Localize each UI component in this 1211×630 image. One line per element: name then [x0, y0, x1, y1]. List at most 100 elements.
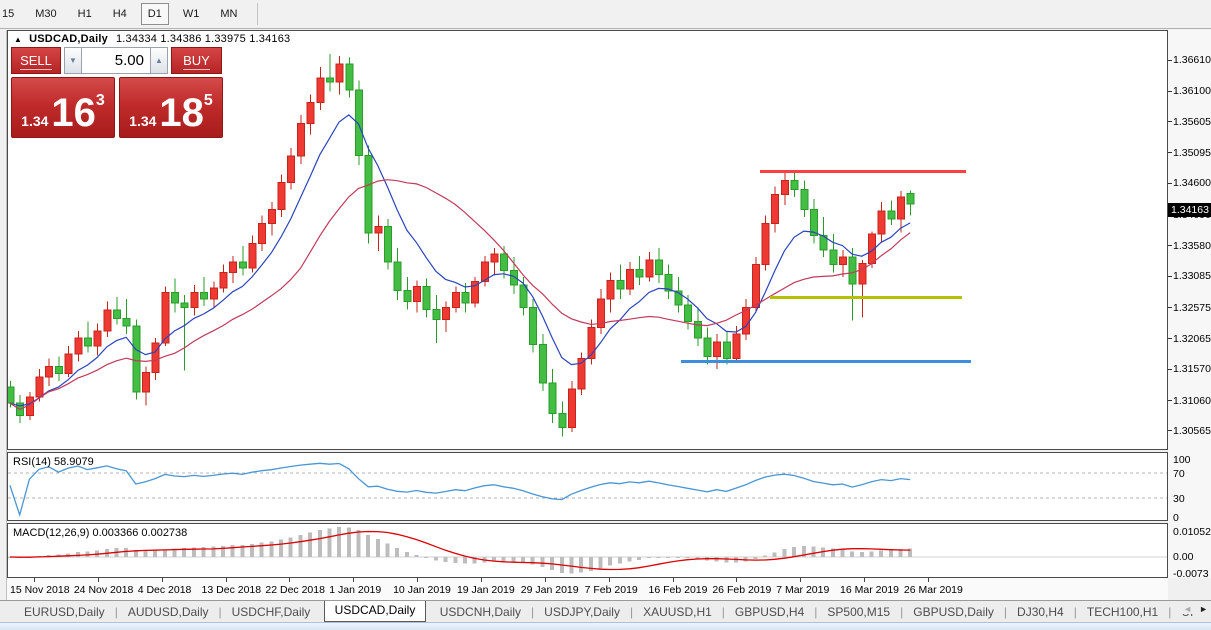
ask-prefix: 1.34	[129, 113, 157, 129]
macd-scale-label: 0.010525	[1173, 526, 1211, 538]
chart-tabs-bar: EURUSD,Daily | AUDUSD,Daily | USDCHF,Daily U…	[0, 600, 1211, 622]
date-label: 22 Dec 2018	[265, 584, 325, 596]
price-axis-label: 1.36100	[1173, 85, 1211, 98]
price-tick	[1168, 59, 1172, 61]
price-axis: 1.366101.361001.356051.350951.346001.340…	[1168, 30, 1211, 580]
date-tick	[736, 578, 738, 582]
candlestick-chart[interactable]	[8, 31, 1167, 449]
macd-chart[interactable]	[8, 524, 1167, 577]
timeframe-button-m30[interactable]: M30	[35, 8, 57, 20]
date-label: 16 Feb 2019	[648, 584, 708, 596]
tab-eurusd[interactable]: EURUSD,Daily	[24, 604, 105, 619]
tab-dj30[interactable]: DJ30,H4	[1017, 604, 1064, 619]
tab-usdjpy[interactable]: USDJPY,Daily	[544, 604, 620, 619]
date-label: 16 Mar 2019	[840, 584, 900, 596]
rsi-panel[interactable]: RSI(14) 58.9079	[7, 452, 1168, 521]
tab-separator: |	[900, 604, 904, 619]
timeframe-button-w1[interactable]: W1	[182, 8, 200, 20]
rsi-scale-label: 30	[1173, 493, 1185, 505]
tab-xauusd[interactable]: XAUUSD,H1	[643, 604, 712, 619]
rsi-label: RSI(14) 58.9079	[13, 456, 94, 468]
tab-separator: |	[1073, 604, 1077, 619]
rsi-chart[interactable]	[8, 453, 1167, 520]
date-tick	[480, 578, 482, 582]
spin-up-icon: ▲	[155, 56, 163, 65]
date-tick	[864, 578, 866, 582]
price-axis-label: 1.34600	[1173, 177, 1211, 190]
tab-usdcnh[interactable]: USDCNH,Daily	[439, 604, 522, 619]
date-label: 1 Jan 2019	[329, 584, 382, 596]
macd-scale-label: -0.0073	[1173, 568, 1209, 580]
date-label: 10 Jan 2019	[393, 584, 451, 596]
date-tick	[544, 578, 546, 582]
price-axis-label: 1.33085	[1173, 270, 1211, 283]
date-axis: 15 Nov 2018 24 Nov 2018 4 Dec 2018 13 Dec 2…	[7, 578, 1168, 600]
date-tick	[608, 578, 610, 582]
timeframe-button-mn[interactable]: MN	[220, 8, 238, 20]
rsi-scale-label: 0	[1173, 511, 1179, 524]
toolbar-separator	[257, 3, 259, 25]
chart-title: ▲ USDCAD,Daily 1.34334 1.34386 1.33975 1…	[14, 33, 290, 45]
timeframe-button-h1[interactable]: H1	[77, 8, 92, 20]
ask-quote-box[interactable]: 1.34 18 5	[119, 77, 223, 138]
tab-usdcad[interactable]: USDCAD,Daily	[323, 601, 427, 622]
timeframe-button-d1[interactable]: D1	[140, 3, 169, 25]
buy-button[interactable]: BUY	[171, 47, 222, 74]
price-axis-label: 1.31570	[1173, 363, 1211, 376]
bid-prefix: 1.34	[21, 113, 49, 129]
date-tick	[34, 578, 35, 582]
chart-symbol-period: USDCAD,Daily	[29, 33, 108, 45]
collapse-trade-panel-icon[interactable]: ▲	[14, 34, 23, 44]
tab-gbpusd[interactable]: GBPUSD,Daily	[913, 604, 994, 619]
date-tick	[353, 578, 355, 582]
tab-gbpusd[interactable]: GBPUSD,H4	[734, 604, 805, 619]
timeframe-toolbar: 15 M30 H1 H4 D1 W1 MN	[0, 0, 1211, 29]
date-label: 15 Nov 2018	[10, 584, 70, 596]
timeframe-button-h4[interactable]: H4	[112, 8, 127, 20]
tab-sp500[interactable]: SP500,M15	[827, 604, 891, 619]
price-tick	[1168, 430, 1172, 432]
date-label: 29 Jan 2019	[520, 584, 579, 596]
tab-scroll-right-icon[interactable]: ►	[1199, 604, 1208, 614]
date-label: 26 Mar 2019	[903, 584, 963, 596]
price-tick	[1168, 152, 1172, 154]
date-tick	[97, 578, 99, 582]
bid-quote-box[interactable]: 1.34 16 3	[11, 77, 115, 138]
tab-separator: |	[1168, 604, 1172, 619]
volume-increase-button[interactable]: ▲	[150, 47, 168, 74]
tab-separator: |	[1003, 604, 1008, 619]
price-tick	[1168, 90, 1172, 92]
current-price-badge: 1.34163	[1168, 203, 1211, 218]
price-axis-label: 1.35095	[1173, 146, 1211, 159]
date-label: 26 Feb 2019	[712, 584, 772, 596]
tab-separator: |	[629, 604, 634, 619]
macd-panel[interactable]: MACD(12,26,9) 0.003366 0.002738	[7, 523, 1168, 578]
tab-scroll-left-icon[interactable]: ◄	[1183, 604, 1193, 614]
price-tick	[1168, 400, 1172, 402]
ask-big-digits: 18	[159, 91, 204, 135]
one-click-trade-panel: SELL ▼ ▲ BUY 1.34 16 3 1.34 18 5	[11, 47, 223, 138]
price-tick	[1168, 121, 1172, 123]
price-axis-label: 1.36610	[1173, 54, 1211, 66]
bid-pip-digit: 3	[95, 92, 105, 109]
sell-button[interactable]: SELL	[11, 47, 61, 74]
tab-separator: |	[721, 604, 725, 619]
price-tick	[1168, 182, 1172, 184]
volume-decrease-button[interactable]: ▼	[64, 47, 82, 74]
tab-tech100[interactable]: TECH100,H1	[1086, 604, 1159, 619]
price-tick	[1168, 307, 1172, 309]
tab-usdchf[interactable]: USDCHF,Daily	[231, 604, 311, 619]
rsi-scale-label: 70	[1173, 468, 1185, 480]
price-tick	[1168, 245, 1172, 247]
trend-line-support	[681, 360, 971, 363]
date-tick	[161, 578, 163, 582]
price-axis-label: 1.33580	[1173, 239, 1211, 252]
tab-separator: |	[814, 604, 818, 619]
tab-audusd[interactable]: AUDUSD,Daily	[127, 604, 209, 619]
volume-input[interactable]	[82, 47, 150, 74]
macd-scale-label: 0.00	[1173, 551, 1194, 563]
timeframe-button-15[interactable]: 15	[2, 8, 15, 20]
price-tick	[1168, 338, 1172, 340]
date-label: 24 Nov 2018	[73, 584, 134, 596]
